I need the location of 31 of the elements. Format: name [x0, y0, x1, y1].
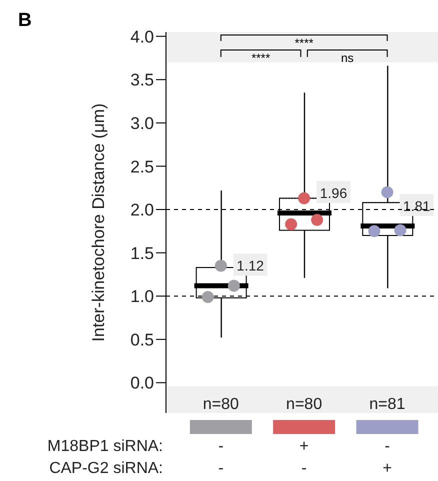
annotation: n=81	[369, 396, 406, 413]
y-tick-label: 1.5	[130, 244, 154, 263]
text: +	[382, 460, 392, 477]
text: M18BP1 siRNA:	[47, 438, 163, 455]
significance-bracket: ns	[306, 50, 388, 65]
text: +	[299, 438, 309, 455]
significance-bracket: ****	[220, 34, 388, 50]
chart-title: B	[18, 10, 32, 31]
text: -	[301, 460, 307, 477]
y-tick-label: 3.5	[130, 70, 154, 90]
text: 1.96	[320, 184, 348, 201]
annotation: n=80	[202, 396, 240, 413]
y-tick-label: 3.0	[130, 114, 154, 133]
text: 1.12	[236, 258, 264, 274]
annotation: ****	[251, 51, 270, 65]
y-tick-label: 0.5	[130, 330, 154, 350]
text: CAP-G2 siRNA:	[49, 460, 163, 477]
text: -	[218, 438, 224, 455]
annotation: ns	[340, 51, 354, 65]
y-tick-label: 2.0	[130, 200, 154, 220]
y-axis-title: Inter-kinetochore Distance (μm)	[89, 103, 108, 342]
text: 1.81	[403, 198, 430, 214]
text: -	[218, 460, 224, 477]
y-tick-label: 4.0	[130, 27, 154, 46]
y-tick-label: 0.0	[130, 374, 154, 393]
annotation: n=80	[286, 396, 322, 413]
significance-bracket: ****	[220, 50, 302, 65]
y-tick-label: 2.5	[130, 157, 154, 176]
text: -	[384, 438, 390, 455]
y-tick-label: 1.0	[130, 287, 154, 306]
annotation: ****	[294, 36, 314, 50]
